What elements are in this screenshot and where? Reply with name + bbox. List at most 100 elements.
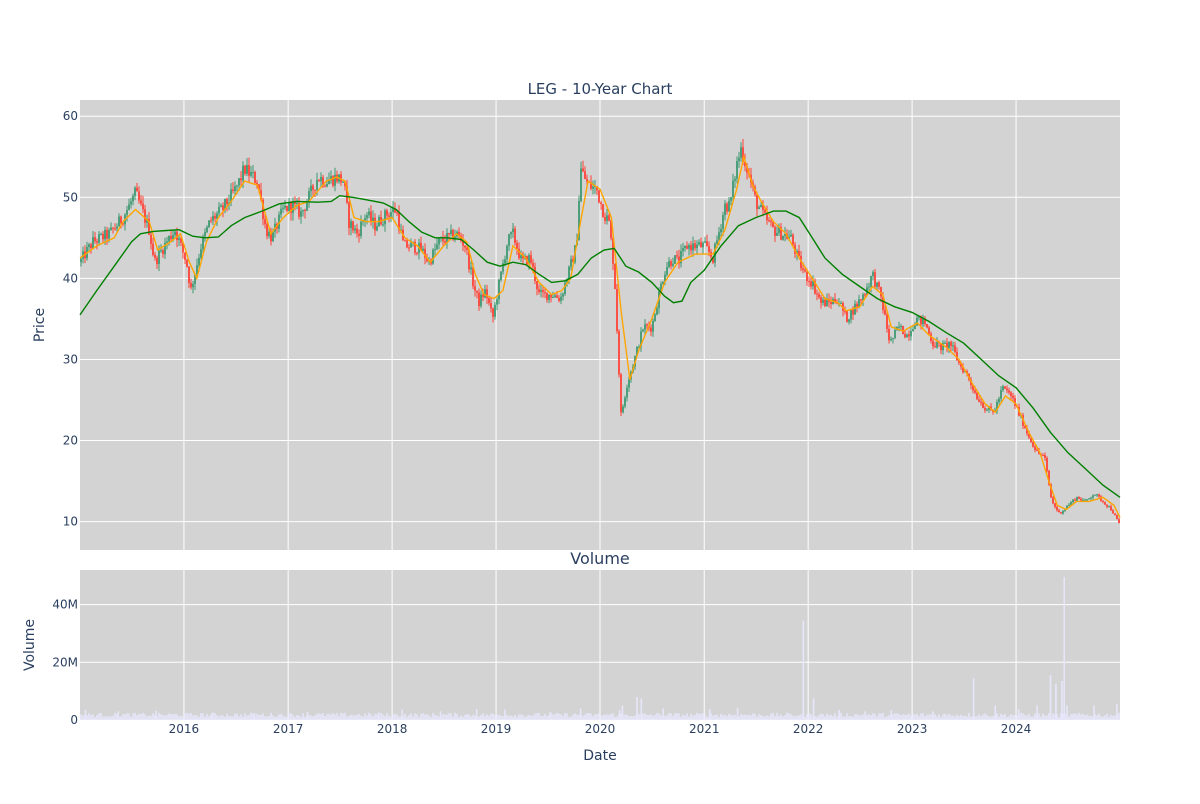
volume-bar [690,713,692,720]
volume-bar [1012,715,1014,720]
candle-body [420,242,422,251]
volume-bar [266,716,268,720]
volume-bar [158,712,160,720]
volume-bar [892,714,894,720]
volume-bar [750,715,752,720]
volume-bar-spike [994,705,997,720]
volume-bar [178,716,180,720]
candle-body [1054,503,1056,507]
volume-bar-spike [972,678,975,720]
candle-body [462,240,464,246]
candle-body [102,233,104,240]
candle-body [364,218,366,221]
volume-bar [720,713,722,720]
volume-bar [756,716,758,720]
candle-body [618,331,620,375]
volume-bar [430,716,432,720]
candle-body [422,248,424,251]
volume-bar [1114,715,1116,720]
volume-bar [668,713,670,720]
volume-bar [872,713,874,720]
candle-body [208,220,210,228]
candle-body [334,174,336,186]
candle-body [174,231,176,236]
candle-body [202,236,204,250]
volume-y-tick-label: 20M [52,655,78,669]
candle-body [328,180,330,185]
volume-bar [1058,716,1060,720]
candle-body [182,242,184,253]
volume-bar [392,714,394,720]
volume-bar [224,716,226,720]
candle-body [1048,470,1050,485]
candle-body [892,337,894,339]
volume-bar [786,712,788,720]
volume-bar [800,714,802,720]
volume-bar [670,713,672,720]
candle-body [382,224,384,226]
candle-body [724,203,726,216]
volume-bar [490,713,492,720]
volume-bar [692,715,694,720]
candle-body [738,157,740,162]
volume-bar [1028,713,1030,720]
candle-body [152,243,154,255]
volume-bar [320,714,322,720]
volume-bar [792,715,794,720]
volume-bar [1108,716,1110,720]
candle-body [1012,396,1014,399]
candle-body [578,200,580,241]
candle-body [818,294,820,298]
volume-bar [542,715,544,720]
volume-bar [768,716,770,720]
volume-bar [796,716,798,720]
candle-body [688,245,690,249]
volume-bar [702,713,704,720]
volume-bar [550,712,552,720]
volume-bar [182,716,184,720]
volume-bar [902,714,904,720]
candle-body [134,187,136,196]
long-moving-average-line [79,194,1121,498]
candle-body [580,168,582,201]
volume-bar [776,712,778,720]
volume-bar [512,716,514,720]
candle-body [484,289,486,298]
volume-bar [1000,713,1002,720]
candle-body [976,392,978,400]
candle-body [552,297,554,299]
candle-body [490,303,492,309]
candle-body [410,242,412,248]
volume-bar [464,714,466,720]
volume-bar [1106,713,1108,720]
volume-bar [472,714,474,720]
volume-bar-spike [1063,577,1065,720]
volume-bar [460,715,462,720]
volume-bar [530,715,532,720]
volume-bar [1104,715,1106,720]
volume-bar [980,716,982,720]
candle-body [458,231,460,236]
candle-body [386,210,388,216]
candle-body [238,178,240,186]
volume-bar [620,713,622,720]
volume-bar [422,712,424,720]
candle-body [872,272,874,277]
volume-bar [868,714,870,720]
volume-bar [1060,712,1062,720]
candle-body [352,221,354,231]
volume-bar [880,713,882,720]
candle-body [150,234,152,244]
volume-bar [86,715,88,720]
volume-bar [592,716,594,720]
candle-body [190,283,192,288]
candle-body [98,234,100,243]
candle-body [604,217,606,221]
volume-bar [586,712,588,720]
candle-body [928,327,930,334]
candle-body [850,309,852,320]
candle-body [934,346,936,348]
candle-body [718,232,720,241]
volume-bar-spike [504,709,506,720]
candle-body [672,263,674,266]
